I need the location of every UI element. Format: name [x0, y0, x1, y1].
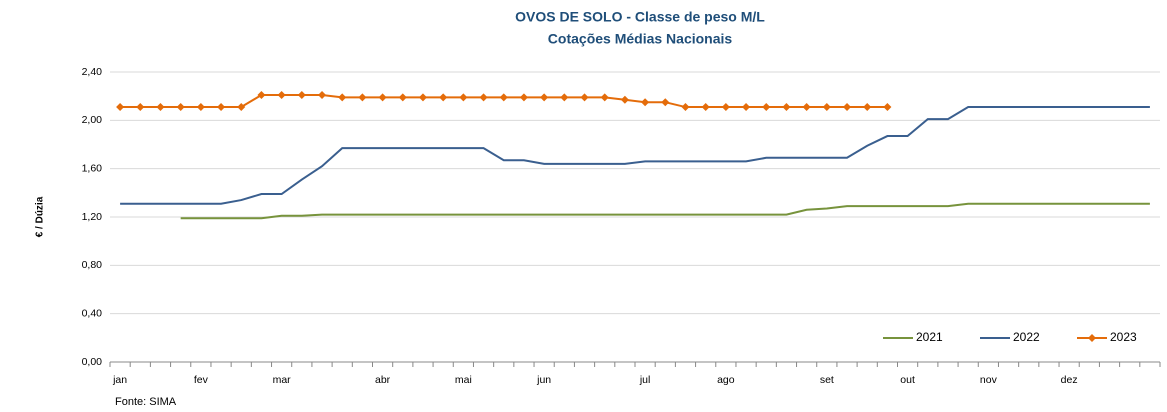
series-marker: [217, 103, 226, 112]
source-note: Fonte: SIMA: [115, 396, 177, 408]
y-tick-label: 0,40: [82, 307, 103, 319]
series-marker: [540, 93, 549, 102]
series-marker: [176, 103, 185, 112]
chart-subtitle: Cotações Médias Nacionais: [548, 31, 733, 47]
series-marker: [742, 103, 751, 112]
series-marker: [459, 93, 468, 102]
series-marker: [318, 90, 327, 99]
series-marker: [843, 103, 852, 112]
x-tick-label: mai: [455, 374, 472, 386]
legend-label: 2022: [1013, 330, 1040, 344]
x-tick-label: ago: [717, 374, 735, 386]
x-tick-label: jan: [112, 374, 127, 386]
series-marker: [580, 93, 589, 102]
x-tick-label: out: [900, 374, 915, 386]
series-marker: [762, 103, 771, 112]
y-tick-label: 1,60: [82, 162, 103, 174]
series-marker: [378, 93, 387, 102]
series-marker: [196, 103, 205, 112]
x-tick-label: dez: [1061, 374, 1078, 386]
series-marker: [560, 93, 569, 102]
legend-marker: [1088, 334, 1096, 342]
series-marker: [721, 103, 730, 112]
series-marker: [499, 93, 508, 102]
series-marker: [479, 93, 488, 102]
x-tick-label: mar: [273, 374, 292, 386]
series-marker: [156, 103, 165, 112]
x-tick-label: jun: [536, 374, 551, 386]
x-tick-label: fev: [194, 374, 209, 386]
series-marker: [701, 103, 710, 112]
x-tick-label: nov: [980, 374, 998, 386]
series-marker: [620, 95, 629, 104]
series-marker: [338, 93, 347, 102]
y-tick-label: 2,00: [82, 114, 103, 126]
series-marker: [600, 93, 609, 102]
series-marker: [418, 93, 427, 102]
series-marker: [782, 103, 791, 112]
y-tick-label: 1,20: [82, 211, 103, 223]
series-line: [180, 202, 1150, 220]
y-tick-label: 0,00: [82, 356, 103, 368]
series-marker: [519, 93, 528, 102]
series-marker: [822, 103, 831, 112]
series-marker: [863, 103, 872, 112]
y-axis-label: € / Dúzia: [35, 196, 46, 237]
series-marker: [802, 103, 811, 112]
legend-label: 2023: [1110, 330, 1137, 344]
series-marker: [257, 90, 266, 99]
x-tick-label: jul: [639, 374, 651, 386]
series-marker: [439, 93, 448, 102]
series-marker: [681, 103, 690, 112]
series-line: [120, 106, 1150, 205]
series-marker: [116, 103, 125, 112]
series-marker: [641, 98, 650, 107]
series-marker: [661, 98, 670, 107]
series-marker: [398, 93, 407, 102]
chart-title: OVOS DE SOLO - Classe de peso M/L: [515, 9, 765, 25]
series-marker: [358, 93, 367, 102]
y-tick-label: 2,40: [82, 66, 103, 78]
series-marker: [136, 103, 145, 112]
y-tick-label: 0,80: [82, 259, 103, 271]
series-marker: [883, 103, 892, 112]
x-tick-label: set: [820, 374, 834, 386]
x-tick-label: abr: [375, 374, 391, 386]
legend-label: 2021: [916, 330, 943, 344]
series-marker: [297, 90, 306, 99]
series-marker: [277, 90, 286, 99]
series-marker: [237, 103, 246, 112]
